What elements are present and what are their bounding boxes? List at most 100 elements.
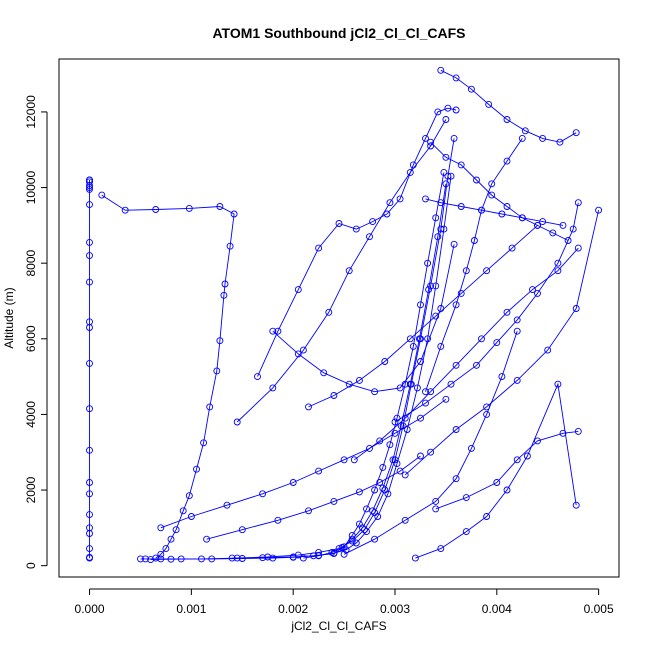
data-point: [554, 259, 562, 267]
data-point: [238, 526, 246, 534]
data-point: [444, 104, 452, 112]
data-point: [434, 233, 442, 241]
data-point: [595, 206, 603, 214]
series-18: [203, 452, 424, 543]
data-point: [503, 486, 511, 494]
data-point: [493, 339, 501, 347]
data-point: [198, 555, 205, 563]
series-line: [206, 455, 421, 540]
data-point: [86, 184, 93, 192]
data-point: [86, 238, 93, 246]
data-point: [409, 342, 417, 350]
series-19: [157, 395, 450, 532]
series-line: [236, 119, 447, 423]
data-point: [437, 66, 445, 74]
series-0: [86, 176, 93, 562]
data-point: [457, 203, 465, 210]
data-point: [379, 463, 387, 471]
data-point: [572, 129, 580, 137]
data-point: [422, 134, 429, 142]
data-point: [415, 335, 423, 343]
y-tick-label: 8000: [24, 250, 38, 277]
data-point: [355, 376, 363, 384]
data-point: [371, 486, 379, 494]
data-point: [162, 545, 170, 553]
data-point: [452, 426, 460, 433]
data-point: [513, 316, 521, 324]
data-point: [457, 289, 465, 297]
data-point: [358, 524, 366, 532]
data-point: [320, 369, 328, 377]
x-axis: 0.000 0.001 0.002 0.003 0.004 0.005: [75, 588, 614, 616]
data-point: [376, 479, 384, 486]
data-point: [86, 479, 93, 486]
data-point: [330, 497, 338, 505]
data-point: [98, 191, 106, 199]
data-point: [391, 418, 399, 426]
series-20: [305, 221, 541, 411]
data-point: [340, 456, 348, 464]
data-point: [574, 244, 582, 252]
data-point: [342, 546, 350, 554]
data-point: [274, 327, 282, 335]
data-point: [564, 237, 572, 244]
y-tick-label: 0: [24, 562, 38, 569]
data-point: [539, 134, 547, 142]
data-point: [529, 286, 536, 294]
data-point: [572, 305, 580, 312]
data-point: [157, 524, 165, 532]
data-point: [534, 221, 541, 229]
series-line: [404, 210, 600, 476]
series-line: [440, 69, 577, 143]
y-axis: 0 2000 4000 6000 8000 10000 12000: [24, 95, 48, 569]
data-point: [216, 203, 224, 210]
data-point: [269, 327, 277, 335]
data-point: [513, 456, 521, 464]
data-point: [417, 414, 424, 422]
data-point: [345, 267, 353, 275]
data-point: [305, 507, 312, 515]
data-point: [508, 244, 516, 252]
data-point: [521, 127, 529, 135]
data-point: [488, 191, 496, 199]
data-point: [401, 516, 409, 524]
data-point: [86, 318, 93, 326]
data-point: [440, 225, 448, 233]
series-16: [437, 66, 580, 146]
data-point: [269, 384, 277, 392]
data-point: [432, 505, 440, 513]
data-point: [462, 267, 470, 275]
data-point: [315, 244, 323, 252]
data-point: [406, 335, 414, 343]
data-point: [534, 289, 541, 297]
data-point: [462, 494, 470, 502]
data-point: [513, 376, 521, 384]
data-point: [554, 267, 562, 275]
series-line: [343, 331, 518, 555]
series-line: [101, 194, 235, 559]
data-point: [86, 185, 93, 193]
data-point: [386, 199, 394, 207]
data-point: [137, 555, 144, 563]
data-point: [233, 418, 241, 426]
data-point: [450, 134, 458, 142]
data-point: [427, 282, 435, 290]
data-point: [381, 358, 389, 365]
series-7: [233, 116, 450, 426]
data-point: [427, 138, 435, 146]
series-line: [272, 244, 455, 393]
data-point: [396, 467, 404, 475]
data-point: [452, 361, 460, 369]
series-line: [415, 382, 577, 559]
data-point: [544, 346, 552, 354]
series-line: [430, 141, 569, 241]
data-point: [355, 488, 363, 496]
data-point: [559, 429, 567, 437]
x-tick-label: 0.002: [278, 602, 308, 616]
data-point: [379, 484, 387, 492]
data-point: [470, 237, 478, 244]
series-line: [425, 138, 523, 392]
data-point: [230, 210, 238, 218]
data-point: [386, 441, 394, 449]
data-point: [86, 359, 93, 367]
